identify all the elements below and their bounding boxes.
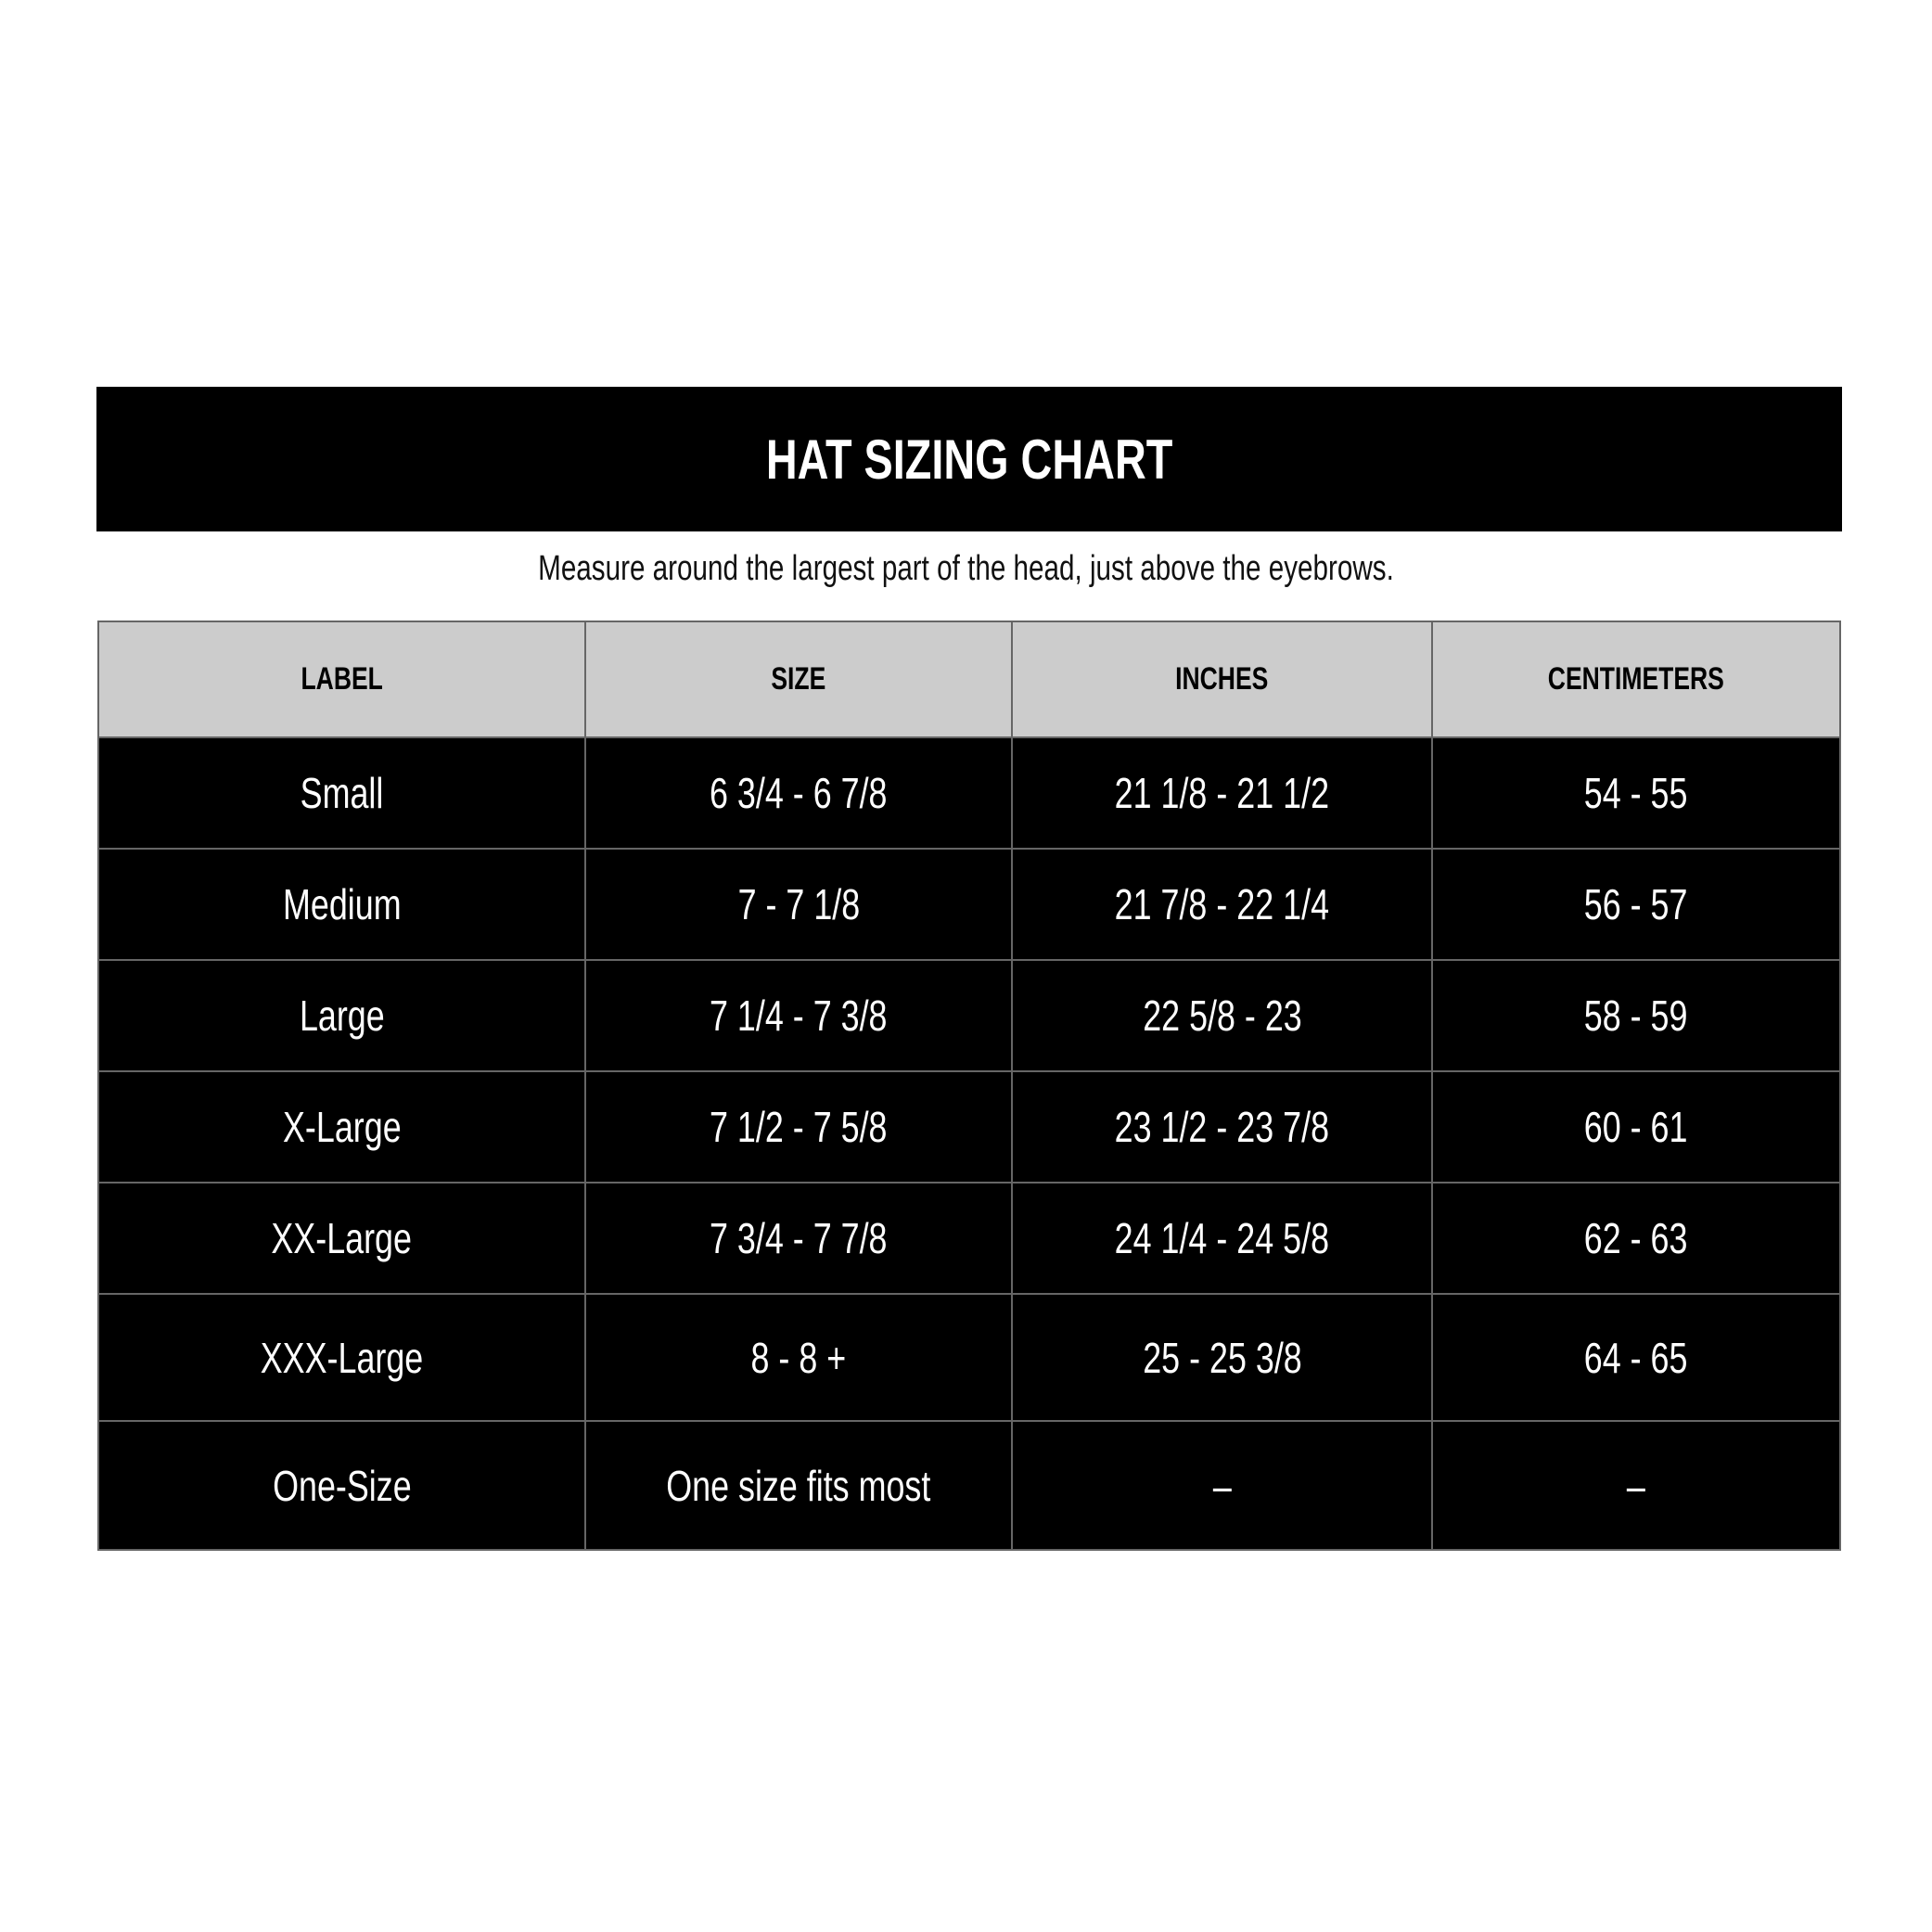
- cell-centimeters: 64 - 65: [1431, 1293, 1841, 1422]
- cell-text: 58 - 59: [1584, 992, 1688, 1040]
- table-body: Small 6 3/4 - 6 7/8 21 1/8 - 21 1/2 54 - 55…: [97, 736, 1841, 1551]
- cell-size: 7 1/2 - 7 5/8: [584, 1070, 1013, 1184]
- subtitle: Measure around the largest part of the h…: [0, 549, 1932, 589]
- column-header-centimeters: CENTIMETERS: [1431, 621, 1841, 738]
- cell-text: XXX-Large: [260, 1333, 424, 1382]
- cell-label: One-Size: [97, 1420, 586, 1551]
- cell-text: 8 - 8 +: [750, 1333, 847, 1382]
- cell-text: 25 - 25 3/8: [1142, 1333, 1302, 1382]
- cell-text: Medium: [282, 880, 402, 928]
- cell-size: 7 1/4 - 7 3/8: [584, 959, 1013, 1072]
- table-row: Small 6 3/4 - 6 7/8 21 1/8 - 21 1/2 54 - 55: [97, 736, 1841, 850]
- cell-text: 54 - 55: [1584, 769, 1688, 817]
- cell-inches: 21 7/8 - 22 1/4: [1011, 848, 1433, 961]
- cell-size: 8 - 8 +: [584, 1293, 1013, 1422]
- cell-label: Small: [97, 736, 586, 850]
- cell-centimeters: 60 - 61: [1431, 1070, 1841, 1184]
- cell-inches: 23 1/2 - 23 7/8: [1011, 1070, 1433, 1184]
- cell-centimeters: 56 - 57: [1431, 848, 1841, 961]
- column-header-size-text: SIZE: [771, 661, 826, 697]
- column-header-size: SIZE: [584, 621, 1013, 738]
- cell-text: –: [1627, 1461, 1645, 1510]
- cell-text: 56 - 57: [1584, 880, 1688, 928]
- size-table: LABEL SIZE INCHES CENTIMETERS Small 6 3/4…: [97, 621, 1841, 1551]
- cell-text: 64 - 65: [1584, 1333, 1688, 1382]
- cell-text: 22 5/8 - 23: [1142, 992, 1302, 1040]
- cell-centimeters: 62 - 63: [1431, 1182, 1841, 1295]
- cell-inches: 21 1/8 - 21 1/2: [1011, 736, 1433, 850]
- header-row: LABEL SIZE INCHES CENTIMETERS: [97, 621, 1841, 738]
- cell-text: 21 7/8 - 22 1/4: [1114, 880, 1330, 928]
- column-header-label: LABEL: [97, 621, 586, 738]
- cell-text: 62 - 63: [1584, 1214, 1688, 1262]
- column-header-label-text: LABEL: [301, 661, 383, 697]
- subtitle-text: Measure around the largest part of the h…: [538, 549, 1394, 588]
- cell-text: X-Large: [282, 1103, 402, 1151]
- cell-size: 6 3/4 - 6 7/8: [584, 736, 1013, 850]
- cell-text: 21 1/8 - 21 1/2: [1114, 769, 1330, 817]
- cell-text: 6 3/4 - 6 7/8: [710, 769, 888, 817]
- cell-text: One-Size: [272, 1461, 412, 1510]
- table-row: XX-Large 7 3/4 - 7 7/8 24 1/4 - 24 5/8 62 -…: [97, 1182, 1841, 1295]
- cell-text: 24 1/4 - 24 5/8: [1114, 1214, 1330, 1262]
- table-row: Medium 7 - 7 1/8 21 7/8 - 22 1/4 56 - 57: [97, 848, 1841, 961]
- cell-size: 7 - 7 1/8: [584, 848, 1013, 961]
- cell-label: Medium: [97, 848, 586, 961]
- table-row: X-Large 7 1/2 - 7 5/8 23 1/2 - 23 7/8 60 - …: [97, 1070, 1841, 1184]
- cell-text: 60 - 61: [1584, 1103, 1688, 1151]
- cell-label: XX-Large: [97, 1182, 586, 1295]
- cell-text: 7 - 7 1/8: [737, 880, 860, 928]
- column-header-inches-text: INCHES: [1175, 661, 1269, 697]
- cell-text: Small: [300, 769, 384, 817]
- page-title: HAT SIZING CHART: [765, 428, 1173, 491]
- table-row: Large 7 1/4 - 7 3/8 22 5/8 - 23 58 - 59: [97, 959, 1841, 1072]
- cell-text: Large: [299, 992, 385, 1040]
- cell-label: Large: [97, 959, 586, 1072]
- title-bar: HAT SIZING CHART: [96, 387, 1842, 531]
- cell-size: 7 3/4 - 7 7/8: [584, 1182, 1013, 1295]
- cell-text: 7 1/4 - 7 3/8: [710, 992, 888, 1040]
- cell-text: 7 3/4 - 7 7/8: [710, 1214, 888, 1262]
- cell-inches: –: [1011, 1420, 1433, 1551]
- cell-text: XX-Large: [271, 1214, 413, 1262]
- cell-label: X-Large: [97, 1070, 586, 1184]
- cell-text: 23 1/2 - 23 7/8: [1114, 1103, 1330, 1151]
- table-row: XXX-Large 8 - 8 + 25 - 25 3/8 64 - 65: [97, 1293, 1841, 1422]
- cell-centimeters: 58 - 59: [1431, 959, 1841, 1072]
- cell-inches: 24 1/4 - 24 5/8: [1011, 1182, 1433, 1295]
- cell-text: One size fits most: [666, 1461, 931, 1510]
- table-row: One-Size One size fits most – –: [97, 1420, 1841, 1551]
- column-header-centimeters-text: CENTIMETERS: [1547, 661, 1725, 697]
- cell-inches: 22 5/8 - 23: [1011, 959, 1433, 1072]
- cell-centimeters: 54 - 55: [1431, 736, 1841, 850]
- cell-centimeters: –: [1431, 1420, 1841, 1551]
- cell-label: XXX-Large: [97, 1293, 586, 1422]
- column-header-inches: INCHES: [1011, 621, 1433, 738]
- cell-size: One size fits most: [584, 1420, 1013, 1551]
- cell-text: 7 1/2 - 7 5/8: [710, 1103, 888, 1151]
- cell-inches: 25 - 25 3/8: [1011, 1293, 1433, 1422]
- cell-text: –: [1212, 1461, 1232, 1510]
